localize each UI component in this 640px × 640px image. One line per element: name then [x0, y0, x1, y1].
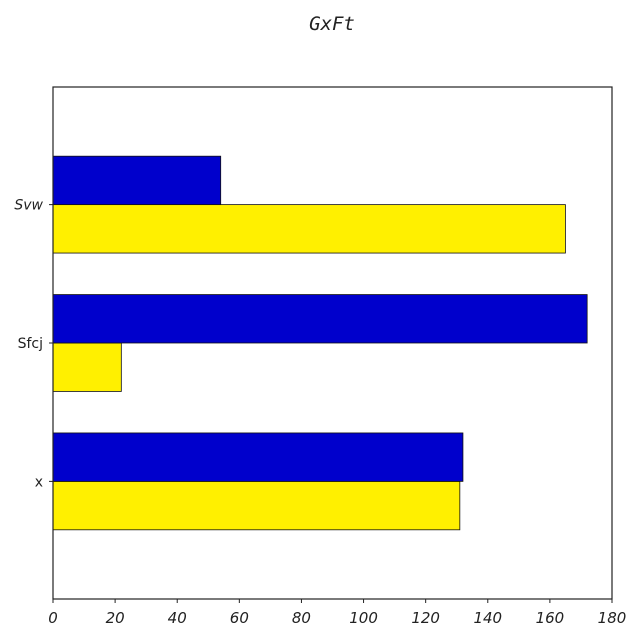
bar-sfcj-series-2: [52, 294, 588, 344]
bar-svw-series-2: [52, 155, 222, 206]
bar-sfcj-series-1: [52, 342, 122, 392]
x-axis-ticks: 0 20 40 60 80 100 120 140 160 180: [48, 599, 626, 627]
y-tick-label-sfcj: Sfcj: [18, 336, 43, 352]
y-tick-label-x: x: [35, 474, 43, 490]
x-tick-label: 140: [473, 609, 502, 627]
x-tick-label: 120: [411, 609, 440, 627]
x-tick-label: 0: [48, 609, 58, 627]
x-tick-label: 20: [106, 609, 125, 627]
x-tick-label: 60: [230, 609, 249, 627]
bar-x-series-1: [52, 480, 461, 531]
x-tick-label: 160: [536, 609, 565, 627]
bars-group: [52, 155, 588, 531]
chart-title: GxFt: [309, 13, 355, 35]
y-axis-ticks: x Sfcj Svw: [14, 198, 53, 490]
bar-x-series-2: [52, 432, 464, 482]
x-tick-label: 100: [349, 609, 378, 627]
bar-svw-series-1: [52, 204, 566, 254]
x-tick-label: 80: [292, 609, 311, 627]
y-tick-label-svw: Svw: [14, 198, 43, 214]
x-tick-label: 40: [168, 609, 187, 627]
x-tick-label: 180: [598, 609, 627, 627]
